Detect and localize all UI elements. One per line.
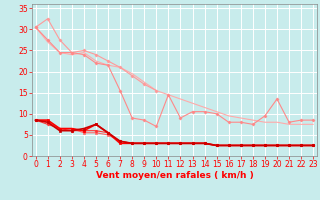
X-axis label: Vent moyen/en rafales ( km/h ): Vent moyen/en rafales ( km/h ) bbox=[96, 171, 253, 180]
